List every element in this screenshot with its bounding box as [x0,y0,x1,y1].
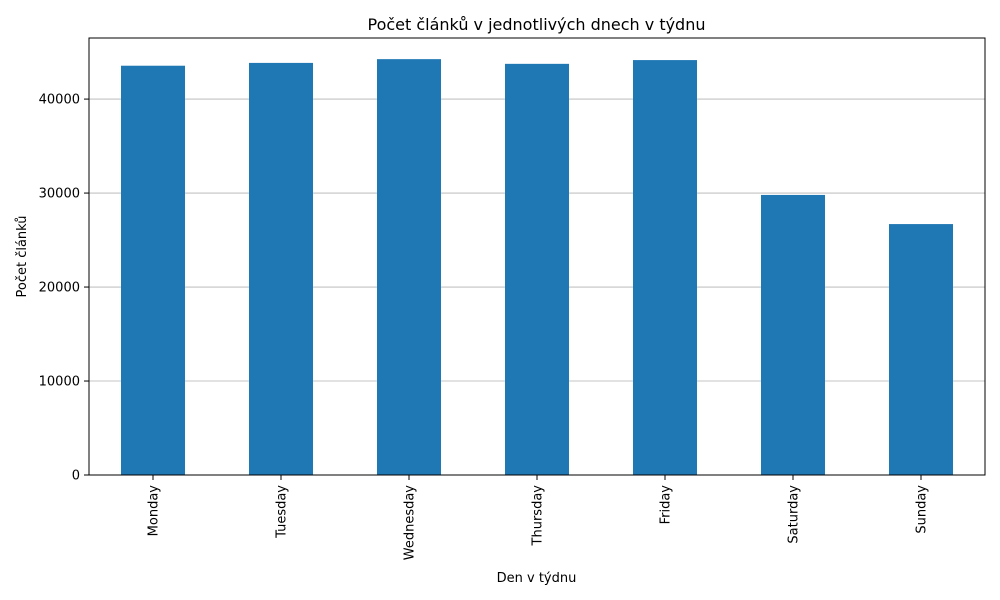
bar-saturday [761,194,825,475]
y-axis-ticks: 0 10000 20000 30000 40000 [39,93,89,484]
x-tick-label: Monday [147,485,162,537]
bar-tuesday [249,62,313,476]
x-tick-label: Wednesday [403,485,418,561]
bar-friday [633,60,697,475]
y-tick-label: 10000 [39,375,80,390]
y-axis-label: Počet článků [15,215,30,297]
x-tick-label: Tuesday [275,485,290,539]
bar-thursday [505,63,569,475]
bar-wednesday [377,59,441,475]
x-tick-label: Sunday [915,485,930,534]
x-axis-label: Den v týdnu [497,571,577,586]
y-tick-label: 0 [72,469,80,484]
y-tick-label: 20000 [39,281,80,296]
bar-sunday [889,224,953,475]
y-tick-label: 30000 [39,187,80,202]
x-axis-ticks: Monday Tuesday Wednesday Thursday Friday Satu… [147,475,930,560]
x-tick-label: Saturday [787,485,802,544]
y-tick-label: 40000 [39,93,80,108]
x-tick-label: Thursday [531,485,546,547]
x-tick-label: Friday [659,485,674,525]
chart-title: Počet článků v jednotlivých dnech v týdn… [367,15,705,34]
bar-monday [121,65,185,475]
bars [121,59,953,476]
